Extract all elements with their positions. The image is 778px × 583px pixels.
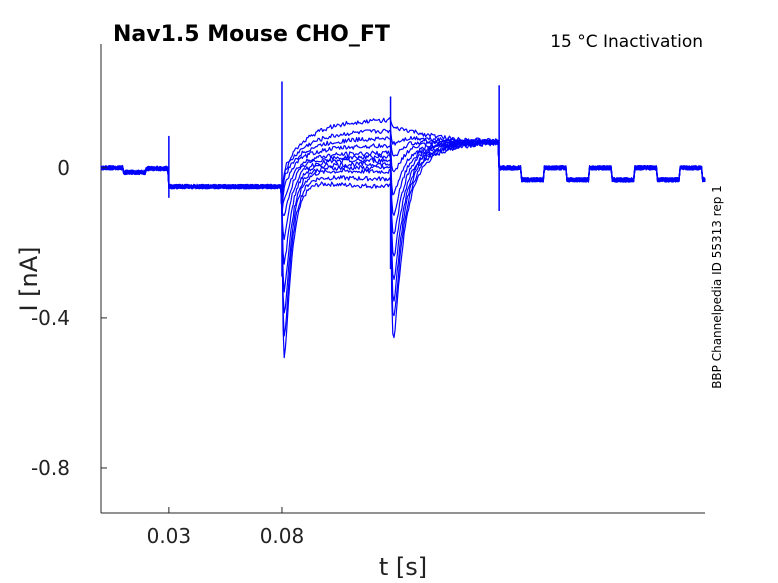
side-note: BBP Channelpedia ID 55313 rep 1 [710, 185, 724, 389]
x-axis-label: t [s] [379, 553, 427, 581]
sweep-trace [100, 117, 706, 214]
sweep-trace [100, 140, 706, 314]
sweep-trace [100, 140, 706, 359]
sweep-trace [100, 128, 706, 212]
chart-subtitle: 15 °C Inactivation [550, 32, 703, 52]
x-tick-label: 0.03 [147, 524, 192, 548]
y-tick-label: -0.4 [31, 306, 70, 330]
y-ticks-group: 0 -0.4 -0.8 [31, 156, 107, 480]
traces-group [100, 81, 706, 359]
y-tick-label: 0 [57, 156, 70, 180]
plot-area: 0 -0.4 -0.8 0.03 0.08 [31, 44, 706, 548]
x-ticks-group: 0.03 0.08 [147, 507, 305, 548]
x-tick-label: 0.08 [260, 524, 305, 548]
y-tick-label: -0.8 [31, 456, 70, 480]
chart-title: Nav1.5 Mouse CHO_FT [113, 22, 390, 47]
y-axis-label: I [nA] [15, 246, 43, 311]
sweep-trace [100, 139, 706, 293]
